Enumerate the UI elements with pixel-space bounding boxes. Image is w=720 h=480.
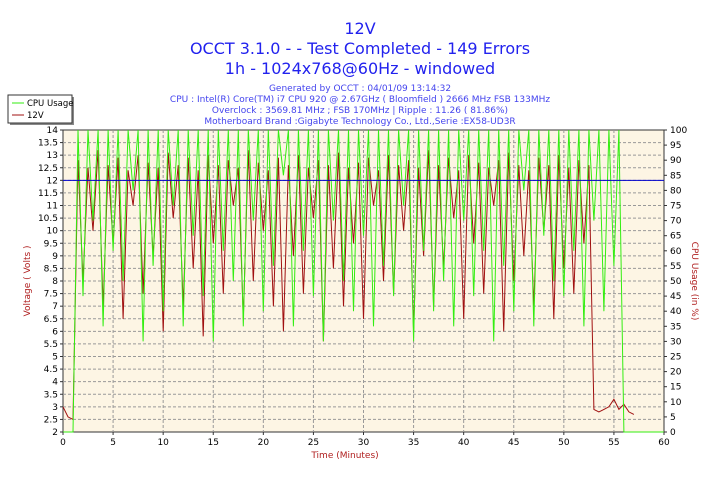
x-tick-label: 15 [208, 438, 219, 448]
x-tick-label: 60 [658, 438, 670, 448]
y2-tick-label: 25 [670, 353, 681, 363]
y2-tick-label: 35 [670, 322, 681, 332]
x-tick-label: 50 [558, 438, 570, 448]
x-tick-label: 40 [458, 438, 470, 448]
x-tick-label: 10 [157, 438, 169, 448]
x-tick-label: 30 [358, 438, 370, 448]
generated-info: Generated by OCCT : 04/01/09 13:14:32 [269, 84, 451, 94]
y-tick-label: 6.5 [44, 315, 58, 325]
x-tick-label: 35 [408, 438, 419, 448]
x-tick-label: 20 [258, 438, 270, 448]
series-group [62, 129, 664, 433]
y2-tick-label: 75 [670, 202, 681, 212]
y2-tick-label: 65 [670, 232, 681, 242]
y2-tick-label: 55 [670, 262, 681, 272]
legend-label-cpu: CPU Usage [27, 99, 73, 109]
series-line-12v [62, 150, 635, 421]
y2-tick-label: 60 [670, 247, 682, 257]
x-tick-label: 55 [608, 438, 619, 448]
y2-tick-label: 70 [670, 217, 682, 227]
y2-tick-label: 85 [670, 171, 681, 181]
y-tick-label: 5 [52, 353, 58, 363]
y2-tick-label: 5 [670, 413, 676, 423]
y-tick-label: 5.5 [44, 340, 58, 350]
x-tick-label: 45 [508, 438, 519, 448]
y2-tick-label: 20 [670, 368, 682, 378]
series-line-cpu-usage [63, 129, 664, 433]
chart-title: 12V [344, 19, 375, 38]
y-tick-label: 7 [52, 302, 58, 312]
y2-tick-label: 90 [670, 156, 682, 166]
y-tick-label: 10.5 [38, 214, 58, 224]
test-summary: OCCT 3.1.0 - - Test Completed - 149 Erro… [190, 39, 530, 58]
y2-tick-label: 100 [670, 126, 687, 136]
y-tick-label: 9 [52, 252, 58, 262]
y-tick-label: 8 [52, 277, 58, 287]
y-tick-label: 11.5 [38, 189, 58, 199]
y2-tick-label: 50 [670, 277, 682, 287]
legend-label-12v: 12V [27, 111, 44, 121]
y2-tick-label: 0 [670, 428, 676, 438]
y2-tick-label: 40 [670, 307, 682, 317]
y-tick-label: 4 [52, 378, 58, 388]
y-tick-label: 14 [47, 126, 59, 136]
y-tick-label: 13.5 [38, 139, 58, 149]
y2-tick-label: 45 [670, 292, 681, 302]
y-tick-label: 12.5 [38, 164, 58, 174]
y-tick-label: 2 [52, 428, 58, 438]
x-axis-label: Time (Minutes) [310, 451, 378, 461]
motherboard-info: Motherboard Brand :Gigabyte Technology C… [204, 117, 515, 127]
y-tick-label: 9.5 [44, 239, 58, 249]
x-tick-label: 25 [308, 438, 319, 448]
y2-tick-label: 80 [670, 186, 682, 196]
y2-axis-label: CPU Usage (in %) [689, 242, 699, 321]
y-axis-label: Voltage ( Volts ) [23, 245, 33, 316]
y2-tick-label: 95 [670, 141, 681, 151]
y-tick-label: 3 [52, 403, 58, 413]
y2-tick-label: 30 [670, 337, 682, 347]
y-tick-label: 3.5 [44, 390, 58, 400]
test-settings: 1h - 1024x768@60Hz - windowed [225, 59, 495, 78]
cpu-info: CPU : Intel(R) Core(TM) i7 CPU 920 @ 2.6… [170, 95, 550, 105]
y-tick-label: 11 [47, 202, 58, 212]
y-tick-label: 12 [47, 176, 58, 186]
y-tick-label: 7.5 [44, 290, 58, 300]
y-tick-label: 13 [47, 151, 58, 161]
ticks: 0 5 10 15 20 25 30 35 40 45 50 55 6022.533.544.555.5… [38, 126, 687, 448]
y-tick-label: 4.5 [44, 365, 58, 375]
overclock-info: Overclock : 3569.81 MHz ; FSB 170MHz | R… [212, 106, 508, 116]
y-tick-label: 10 [47, 227, 59, 237]
y-tick-label: 6 [52, 327, 58, 337]
y-tick-label: 8.5 [44, 264, 58, 274]
y-tick-label: 2.5 [44, 415, 58, 425]
y2-tick-label: 10 [670, 398, 682, 408]
y2-tick-label: 15 [670, 383, 681, 393]
legend: CPU Usage 12V [7, 94, 74, 125]
x-tick-label: 5 [110, 438, 116, 448]
x-tick-label: 0 [60, 438, 66, 448]
